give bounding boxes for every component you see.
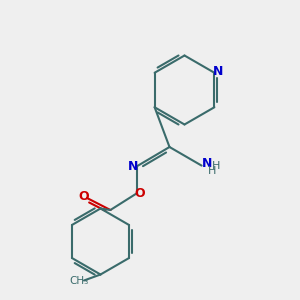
Text: H: H	[212, 160, 220, 171]
Text: N: N	[213, 65, 223, 78]
Text: CH₃: CH₃	[70, 275, 89, 286]
Text: N: N	[202, 157, 212, 170]
Text: O: O	[78, 190, 89, 203]
Text: N: N	[128, 160, 138, 173]
Text: H: H	[208, 166, 216, 176]
Text: O: O	[135, 187, 146, 200]
